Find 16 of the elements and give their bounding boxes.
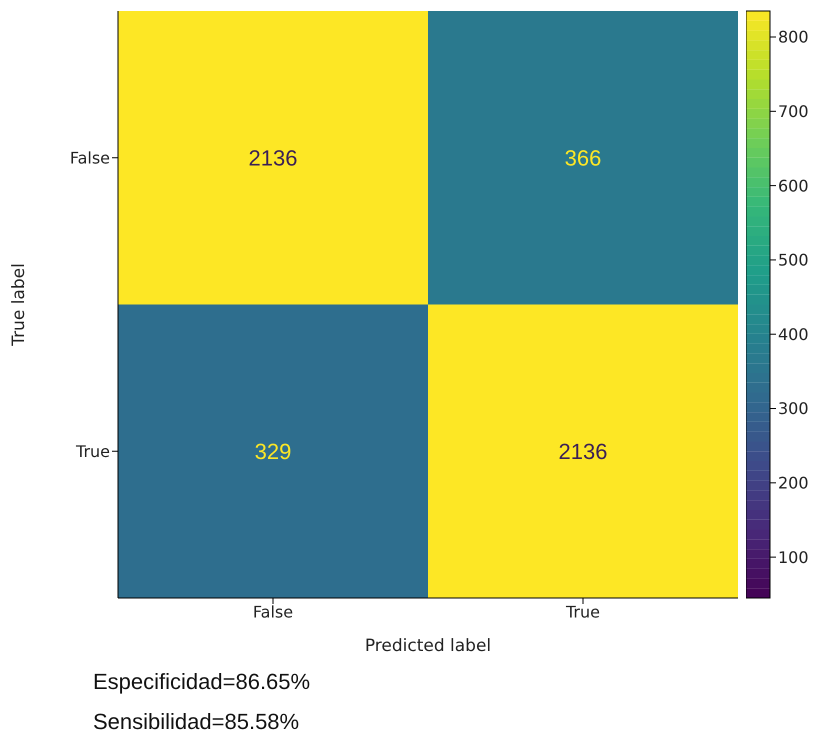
data-label: 366 <box>564 146 602 171</box>
color-bar-label: 300 <box>778 399 809 418</box>
color-bar-label: 800 <box>778 28 809 47</box>
text: Sensibilidad=85.58% <box>93 708 300 736</box>
x-axis-title: Predicted label <box>364 636 492 656</box>
color-bar-label: 400 <box>778 324 809 344</box>
data-label: 2136 <box>248 146 298 171</box>
y-axis-title: True label <box>9 263 30 347</box>
data-label: 2136 <box>558 439 608 464</box>
color-bar-label: 200 <box>778 474 809 493</box>
text: Especificidad=86.65% <box>93 668 310 696</box>
color-bar-label: 600 <box>778 176 809 196</box>
color-bar-label: 100 <box>778 548 809 567</box>
color-bar-label: 700 <box>778 102 809 121</box>
data-label: 329 <box>254 439 292 464</box>
color-bar-label: 500 <box>778 250 809 270</box>
